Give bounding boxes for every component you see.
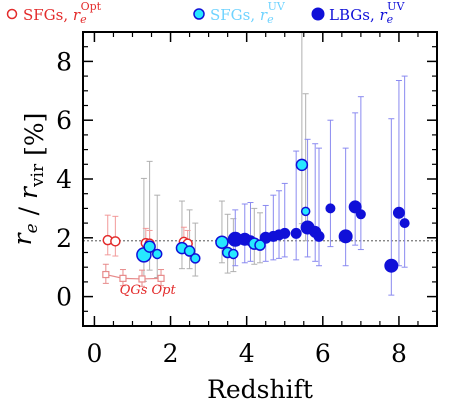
y-tick-label: 6 [56,106,72,135]
sfg-uv-marker [215,235,229,249]
qg-line [105,273,162,280]
y-axis-title-text: re / rvir [%] [8,113,49,246]
sfg-uv-marker [295,158,309,172]
legend-entry-sfg_opt: SFGs, reOpt [6,0,102,26]
legend-label-part: r [379,6,387,24]
y-axis-title-part: e [22,223,42,233]
y-tick-label: 8 [56,47,72,76]
y-tick-label: 0 [56,283,72,312]
qg-annotation: QGs Opt [120,283,177,298]
x-tick-label: 8 [391,339,407,368]
legend-label: LBGs, reUV [329,0,405,26]
lbg-marker [325,203,336,214]
legend-marker [6,8,18,20]
legend-label-part: r [73,6,81,24]
x-tick-label: 0 [86,339,102,368]
qg-marker [102,270,110,279]
legend-label: SFGs, reOpt [23,0,102,26]
legend-label: SFGs, reUV [210,0,286,26]
lbg-marker [399,218,410,229]
legend-marker [311,7,325,21]
legend-entry-sfg_uv: SFGs, reUV [193,0,286,26]
legend-label-part: Opt [81,0,102,13]
legend-label-part: UV [268,0,286,13]
legend-label-part: e [267,13,274,26]
plot-frame [82,31,438,327]
sfg-uv-marker [190,253,201,264]
y-tick-label: 2 [56,224,72,253]
lbg-marker [348,200,362,214]
y-axis-title-part: [%] [20,113,49,164]
x-axis-title: Redshift [207,375,313,404]
plot-area: QGs Opt [82,31,438,327]
y-axis-title-part: vir [28,163,48,188]
legend-entry-lbg_uv: LBGs, reUV [311,0,405,26]
legend: SFGs, reOpt SFGs, reUV LBGs, reUV [6,0,405,26]
legend-label-part: UV [387,0,405,13]
legend-marker [193,8,205,20]
sfg-uv-marker [254,239,266,251]
y-axis-title-part: / [14,199,43,223]
x-tick-labels: 0 2 4 6 8 [86,339,406,368]
sfg-uv-marker [300,206,311,217]
legend-label-part: r [260,6,268,24]
qg-marker [119,274,127,282]
sfg-opt-marker [110,236,121,247]
y-tick-labels: 0 2 4 6 8 [56,47,72,311]
lbg-marker [392,206,405,219]
y-axis-title: re / rvir [%] [8,113,49,246]
y-axis-title-part: r [14,185,43,199]
legend-label-part: e [80,13,87,26]
sfg-uv-marker [151,248,163,260]
lbg-marker [290,227,302,239]
sfg-uv-marker [143,240,156,253]
qg-marker [157,274,165,282]
lbg-marker [355,209,366,220]
x-tick-label: 2 [163,339,179,368]
sfg-uv-marker [228,248,239,260]
legend-label-part: SFGs, [210,6,260,24]
y-axis-title-part: r [8,231,37,245]
axis-ticks [83,31,438,327]
qg-connecting-line [105,273,162,280]
legend-label-part: LBGs, [329,6,379,24]
lbg-marker [313,230,325,242]
x-tick-label: 6 [315,339,331,368]
lbg-marker [384,258,399,273]
lbg-marker [338,229,353,244]
y-tick-label: 4 [56,165,72,194]
qg-marker [138,275,146,283]
lbg-marker [279,227,291,239]
legend-label-part: SFGs, [23,6,73,24]
legend-label-part: e [387,13,394,26]
sfg-uv-marker [183,245,196,257]
x-tick-label: 4 [239,339,255,368]
data-markers [102,158,410,283]
